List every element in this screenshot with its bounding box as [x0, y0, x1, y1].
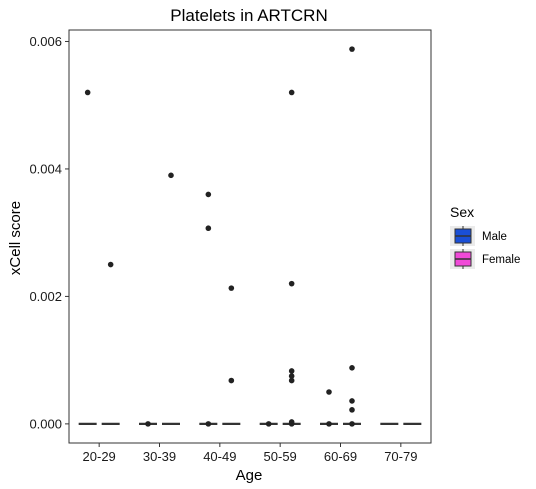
- outlier-point: [145, 421, 151, 427]
- x-tick-label: 20-29: [83, 449, 116, 464]
- legend: Sex Male Female: [450, 204, 520, 269]
- plot-layer: [78, 46, 422, 427]
- x-tick-label: 50-59: [264, 449, 297, 464]
- y-tick-label: 0.006: [29, 34, 62, 49]
- outlier-point: [228, 285, 235, 291]
- outlier-point: [326, 421, 332, 427]
- outlier-point: [168, 172, 174, 179]
- outlier-point: [349, 364, 355, 371]
- y-tick-label: 0.004: [29, 161, 62, 176]
- outlier-point: [84, 89, 91, 96]
- x-tick-label: 40-49: [203, 449, 236, 464]
- x-axis: 20-29 30-39 40-49 50-59 60-69 70-79: [83, 443, 417, 464]
- outlier-point: [228, 377, 235, 384]
- x-tick-label: 30-39: [143, 449, 176, 464]
- outlier-point: [349, 398, 355, 404]
- x-tick-label: 70-79: [384, 449, 417, 464]
- outlier-point: [205, 421, 212, 427]
- legend-label: Female: [482, 254, 520, 266]
- outlier-point: [288, 373, 295, 379]
- chart-title: Platelets in ARTCRN: [170, 6, 327, 25]
- outlier-point: [205, 225, 212, 232]
- outlier-point: [265, 421, 272, 427]
- outlier-point: [205, 191, 212, 198]
- x-tick-label: 60-69: [324, 449, 357, 464]
- y-tick-label: 0.002: [29, 289, 62, 304]
- outlier-point: [288, 377, 295, 384]
- outlier-point: [349, 46, 355, 52]
- outlier-point: [288, 89, 295, 96]
- outlier-point: [326, 389, 332, 395]
- plot-panel: [68, 29, 432, 444]
- outlier-point: [349, 407, 355, 413]
- outlier-point: [349, 421, 355, 427]
- y-axis-title: xCell score: [7, 201, 24, 275]
- y-axis: 0.000 0.002 0.004 0.006: [29, 34, 69, 431]
- y-tick-label: 0.000: [29, 416, 62, 431]
- legend-title: Sex: [450, 204, 474, 220]
- outlier-point: [288, 368, 295, 374]
- x-axis-title: Age: [236, 467, 263, 484]
- outlier-point: [107, 261, 114, 268]
- legend-label: Male: [482, 231, 507, 243]
- outlier-point: [288, 421, 295, 427]
- outlier-point: [288, 280, 295, 287]
